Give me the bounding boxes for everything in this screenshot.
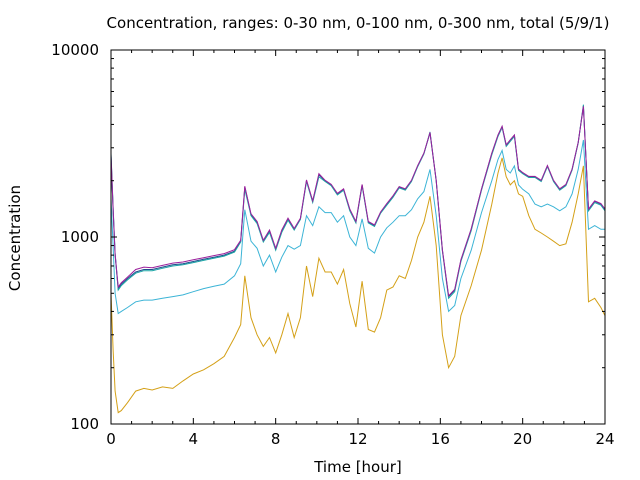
series-line-5	[110, 106, 606, 297]
series-line-2	[110, 139, 605, 315]
x-axis-label: Time [hour]	[313, 458, 402, 476]
x-tick-label: 8	[271, 430, 281, 448]
y-tick-label: 1000	[61, 228, 99, 246]
x-tick-label: 20	[513, 430, 532, 448]
y-axis-label: Concentration	[6, 185, 24, 291]
series-layer	[110, 104, 606, 414]
y-tick-label: 10000	[51, 41, 99, 59]
chart-title: Concentration, ranges: 0-30 nm, 0-100 nm…	[107, 14, 610, 32]
series-line-1	[110, 157, 606, 414]
axis-layer: 0 4 8 12 16 20 24 100 1000 10000	[51, 41, 614, 448]
series-line-4	[110, 104, 606, 300]
x-tick-label: 16	[431, 430, 450, 448]
series-line-3	[110, 106, 606, 298]
x-tick-label: 4	[189, 430, 199, 448]
y-tick-label: 100	[70, 415, 99, 433]
x-tick-label: 12	[348, 430, 367, 448]
x-tick-label: 24	[595, 430, 614, 448]
x-tick-label: 0	[106, 430, 116, 448]
